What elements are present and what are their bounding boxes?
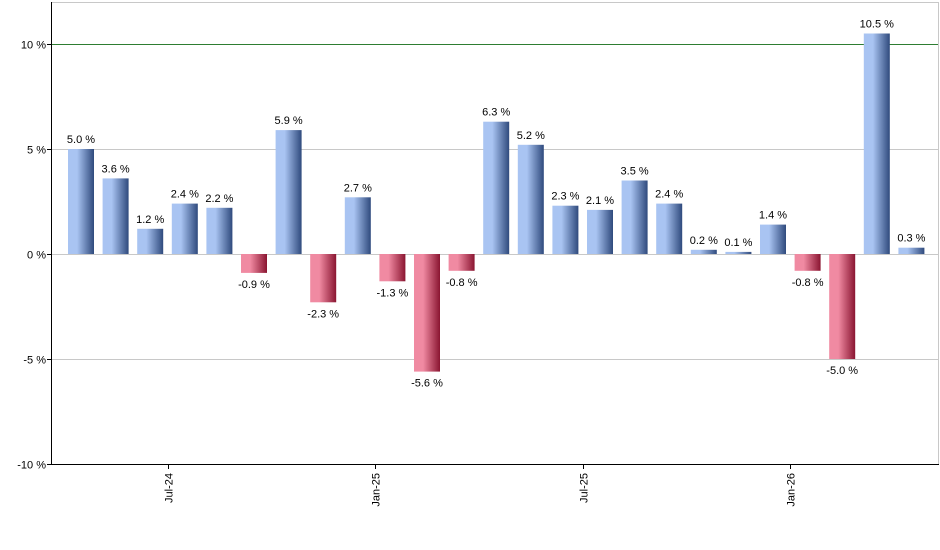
data-label: 3.5 %	[621, 166, 649, 178]
data-label: 5.2 %	[517, 130, 545, 142]
y-tick-label: -5 %	[23, 355, 46, 367]
y-tick-label: -10 %	[17, 460, 46, 472]
grid-lines	[51, 2, 939, 464]
bar	[552, 205, 579, 254]
bar	[725, 251, 752, 254]
data-label: 1.2 %	[136, 214, 164, 226]
bar	[275, 130, 302, 254]
x-tick-label: Jul-24	[164, 473, 176, 503]
data-label: 10.5 %	[860, 19, 894, 31]
bar	[898, 247, 925, 254]
bar	[310, 254, 337, 303]
data-label: 0.2 %	[690, 235, 718, 247]
data-label: 3.6 %	[102, 163, 130, 175]
y-tick-label: 10 %	[21, 40, 46, 52]
bar	[206, 207, 233, 254]
data-label: -1.3 %	[377, 287, 409, 299]
data-label: -0.9 %	[238, 279, 270, 291]
data-label: -0.8 %	[446, 277, 478, 289]
bar	[379, 254, 406, 282]
data-label: -5.6 %	[411, 378, 443, 390]
y-tick-label: 5 %	[27, 145, 46, 157]
bar	[241, 254, 267, 273]
bar	[171, 203, 198, 254]
data-label: 2.3 %	[551, 191, 579, 203]
bar	[863, 33, 890, 254]
axes	[47, 2, 939, 469]
bars	[68, 33, 925, 372]
bar	[656, 203, 683, 254]
y-tick-label: 0 %	[27, 250, 46, 262]
bar	[137, 228, 164, 254]
x-tick-label: Jan-25	[371, 473, 383, 507]
bar	[102, 178, 129, 254]
data-label: 1.4 %	[759, 210, 787, 222]
bar	[690, 249, 717, 254]
data-label: 0.1 %	[724, 237, 752, 249]
bar	[794, 254, 821, 271]
bar	[68, 149, 94, 254]
bar	[621, 180, 648, 254]
data-label: 2.2 %	[205, 193, 233, 205]
bar	[448, 254, 475, 271]
data-label: 2.1 %	[586, 195, 614, 207]
bar	[483, 121, 510, 254]
data-label: 6.3 %	[482, 107, 510, 119]
data-label: -2.3 %	[307, 308, 339, 320]
data-label: -0.8 %	[792, 277, 824, 289]
data-label: 2.4 %	[655, 189, 683, 201]
data-label: 2.4 %	[171, 189, 199, 201]
data-label: 0.3 %	[897, 233, 925, 245]
labels: 5.0 % 3.6 % 1.2 % 2.4 % 2.2 % -0.9 % 5.9 % -2.3…	[17, 19, 925, 507]
bar	[760, 224, 786, 254]
x-tick-label: Jan-26	[786, 473, 798, 507]
bar	[414, 254, 440, 372]
data-label: 5.0 %	[67, 134, 95, 146]
bar	[829, 254, 856, 359]
bar	[517, 144, 544, 254]
data-label: 2.7 %	[344, 182, 372, 194]
bar	[587, 209, 613, 254]
data-label: -5.0 %	[826, 365, 858, 377]
data-label: 5.9 %	[275, 115, 303, 127]
x-tick-label: Jul-25	[579, 473, 591, 503]
bar	[344, 197, 371, 254]
